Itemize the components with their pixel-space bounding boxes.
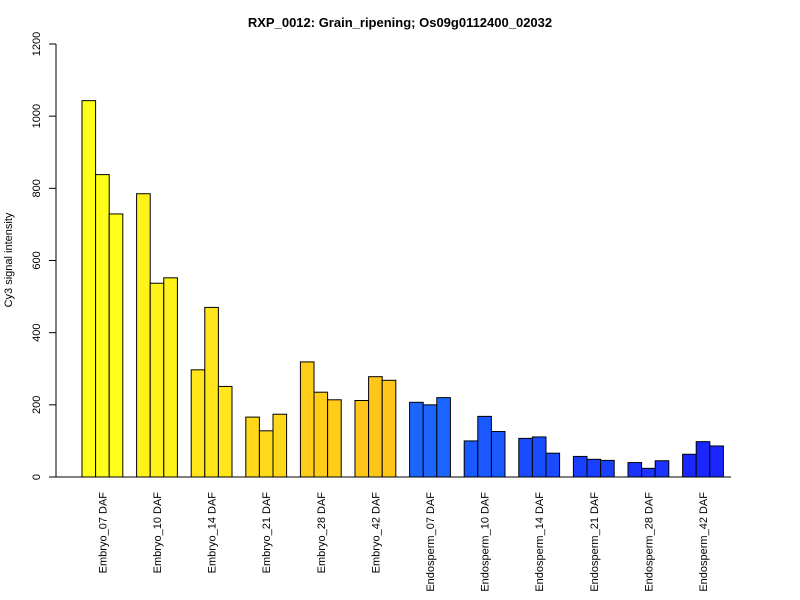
y-tick-label: 200 <box>31 396 43 414</box>
bar-embryo-14-daf-rep3 <box>217 385 233 478</box>
x-tick-label: Embryo_07 DAF <box>97 492 109 574</box>
bar-endosperm-42-daf-rep2 <box>695 441 711 478</box>
bar-endosperm-10-daf-rep3 <box>490 431 506 478</box>
bar-endosperm-28-daf-rep3 <box>654 460 670 478</box>
chart-title: RXP_0012: Grain_ripening; Os09g0112400_0… <box>248 15 552 30</box>
x-tick-label: Embryo_10 DAF <box>152 492 164 574</box>
x-tick-label: Embryo_28 DAF <box>316 492 328 574</box>
bar-embryo-42-daf-rep3 <box>381 379 397 478</box>
y-tick-label: 800 <box>31 179 43 197</box>
bar-endosperm-42-daf-rep1 <box>682 453 697 478</box>
y-tick-label: 600 <box>31 251 43 269</box>
bar-embryo-07-daf-rep1 <box>81 100 97 478</box>
bar-endosperm-10-daf-rep1 <box>463 440 479 478</box>
bar-embryo-07-daf-rep2 <box>95 174 110 478</box>
x-tick-label: Embryo_14 DAF <box>207 492 219 574</box>
x-tick-label: Endosperm_10 DAF <box>480 492 492 592</box>
bar-embryo-28-daf-rep2 <box>313 391 329 478</box>
bar-embryo-07-daf-rep3 <box>108 213 124 478</box>
y-tick-label: 0 <box>31 474 43 480</box>
x-tick-label: Endosperm_42 DAF <box>698 492 710 592</box>
bar-endosperm-14-daf-rep2 <box>531 436 547 478</box>
x-tick-label: Endosperm_28 DAF <box>643 492 655 592</box>
bar-embryo-14-daf-rep2 <box>204 306 219 478</box>
bar-embryo-28-daf-rep1 <box>299 361 315 478</box>
bar-endosperm-21-daf-rep2 <box>586 458 602 478</box>
bar-endosperm-10-daf-rep2 <box>477 415 492 478</box>
bar-embryo-42-daf-rep1 <box>354 400 370 478</box>
bar-endosperm-14-daf-rep1 <box>518 437 533 478</box>
bars-group <box>81 100 724 478</box>
bar-endosperm-28-daf-rep2 <box>641 467 656 478</box>
x-tick-label: Endosperm_07 DAF <box>425 492 437 592</box>
bar-embryo-21-daf-rep1 <box>245 416 260 478</box>
bar-endosperm-21-daf-rep1 <box>572 455 588 478</box>
x-tick-label: Embryo_21 DAF <box>261 492 273 574</box>
y-tick-label: 400 <box>31 323 43 341</box>
bar-embryo-28-daf-rep3 <box>327 399 342 478</box>
y-axis-label: Cy3 signal intensity <box>3 212 15 307</box>
bar-embryo-21-daf-rep2 <box>258 430 274 478</box>
bar-embryo-42-daf-rep2 <box>368 376 383 478</box>
bar-endosperm-28-daf-rep1 <box>627 462 643 478</box>
bar-endosperm-21-daf-rep3 <box>600 459 615 478</box>
bar-embryo-10-daf-rep3 <box>163 277 178 478</box>
x-tick-label: Endosperm_21 DAF <box>589 492 601 592</box>
bar-embryo-10-daf-rep1 <box>136 193 151 478</box>
bar-embryo-21-daf-rep3 <box>272 413 288 478</box>
bar-embryo-10-daf-rep2 <box>149 282 165 478</box>
x-tick-label: Embryo_42 DAF <box>370 492 382 574</box>
bar-endosperm-07-daf-rep3 <box>436 397 451 478</box>
y-tick-label: 1000 <box>31 104 43 128</box>
y-tick-label: 1200 <box>31 32 43 56</box>
y-axis: 0 200 400 600 800 1000 1200 <box>31 32 57 480</box>
bar-endosperm-07-daf-rep2 <box>422 404 438 478</box>
x-axis: Embryo_07 DAF Embryo_10 DAF Embryo_14 DAF E… <box>56 476 731 592</box>
bar-endosperm-07-daf-rep1 <box>409 401 424 478</box>
bar-endosperm-14-daf-rep3 <box>545 452 561 478</box>
bar-embryo-14-daf-rep1 <box>190 369 206 478</box>
bar-endosperm-42-daf-rep3 <box>709 445 724 478</box>
x-tick-label: Endosperm_14 DAF <box>534 492 546 592</box>
